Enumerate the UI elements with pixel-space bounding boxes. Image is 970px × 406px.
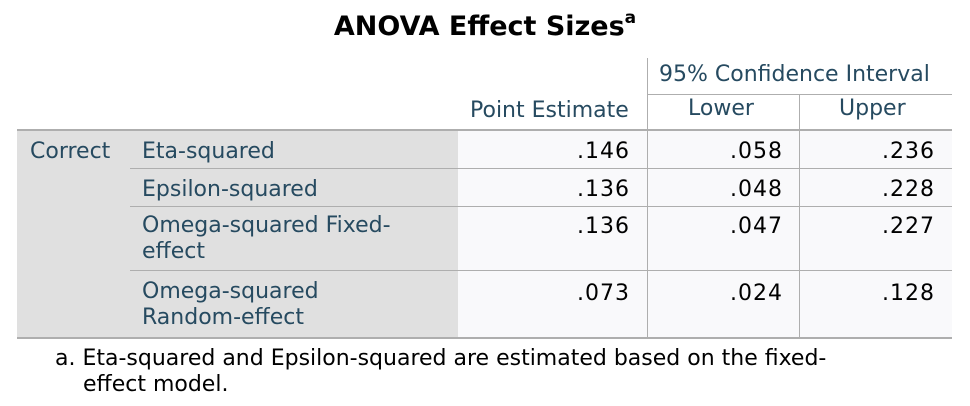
body-divider-ci <box>799 130 800 338</box>
cell-lower-eta-squared: .058 <box>730 139 783 164</box>
cell-point-omega-random: .073 <box>577 281 630 306</box>
title-footnote-marker: a <box>624 8 637 28</box>
row-label-eta-squared: Eta-squared <box>142 139 275 164</box>
row-label-omega-random-line1: Omega-squared <box>142 279 319 304</box>
row-label-area <box>17 130 458 338</box>
row-label-epsilon-squared: Epsilon-squared <box>142 177 318 202</box>
header-divider-ci <box>799 95 800 130</box>
cell-lower-omega-fixed: .047 <box>730 214 783 239</box>
header-upper: Upper <box>839 96 906 121</box>
row-rule-1 <box>130 168 952 169</box>
footnote-line1: a. Eta-squared and Epsilon-squared are e… <box>55 346 827 371</box>
cell-lower-omega-random: .024 <box>730 281 783 306</box>
body-divider-left <box>647 130 648 338</box>
cell-point-eta-squared: .146 <box>577 139 630 164</box>
group-label-correct: Correct <box>30 139 111 164</box>
header-point-estimate: Point Estimate <box>470 98 629 123</box>
table-bottom-rule <box>17 337 952 339</box>
cell-upper-omega-fixed: .227 <box>882 214 935 239</box>
table-title: ANOVA Effect Sizesa <box>0 8 970 42</box>
row-rule-3 <box>130 270 952 271</box>
footnote-line2: effect model. <box>83 372 229 397</box>
header-lower: Lower <box>688 96 754 121</box>
header-ci-underline <box>648 94 952 95</box>
cell-lower-epsilon-squared: .048 <box>730 177 783 202</box>
header-divider-left <box>647 58 648 130</box>
table-title-text: ANOVA Effect Sizes <box>333 11 625 42</box>
table-top-rule <box>17 129 952 131</box>
cell-upper-eta-squared: .236 <box>882 139 935 164</box>
row-label-omega-fixed-line1: Omega-squared Fixed- <box>142 213 391 238</box>
data-area <box>458 130 952 338</box>
header-ci-group: 95% Confidence Interval <box>659 62 930 87</box>
row-rule-2 <box>130 206 952 207</box>
row-label-omega-fixed-line2: effect <box>142 239 205 264</box>
row-label-omega-random-line2: Random-effect <box>142 305 304 330</box>
cell-point-epsilon-squared: .136 <box>577 177 630 202</box>
cell-upper-omega-random: .128 <box>882 281 935 306</box>
cell-point-omega-fixed: .136 <box>577 214 630 239</box>
cell-upper-epsilon-squared: .228 <box>882 177 935 202</box>
